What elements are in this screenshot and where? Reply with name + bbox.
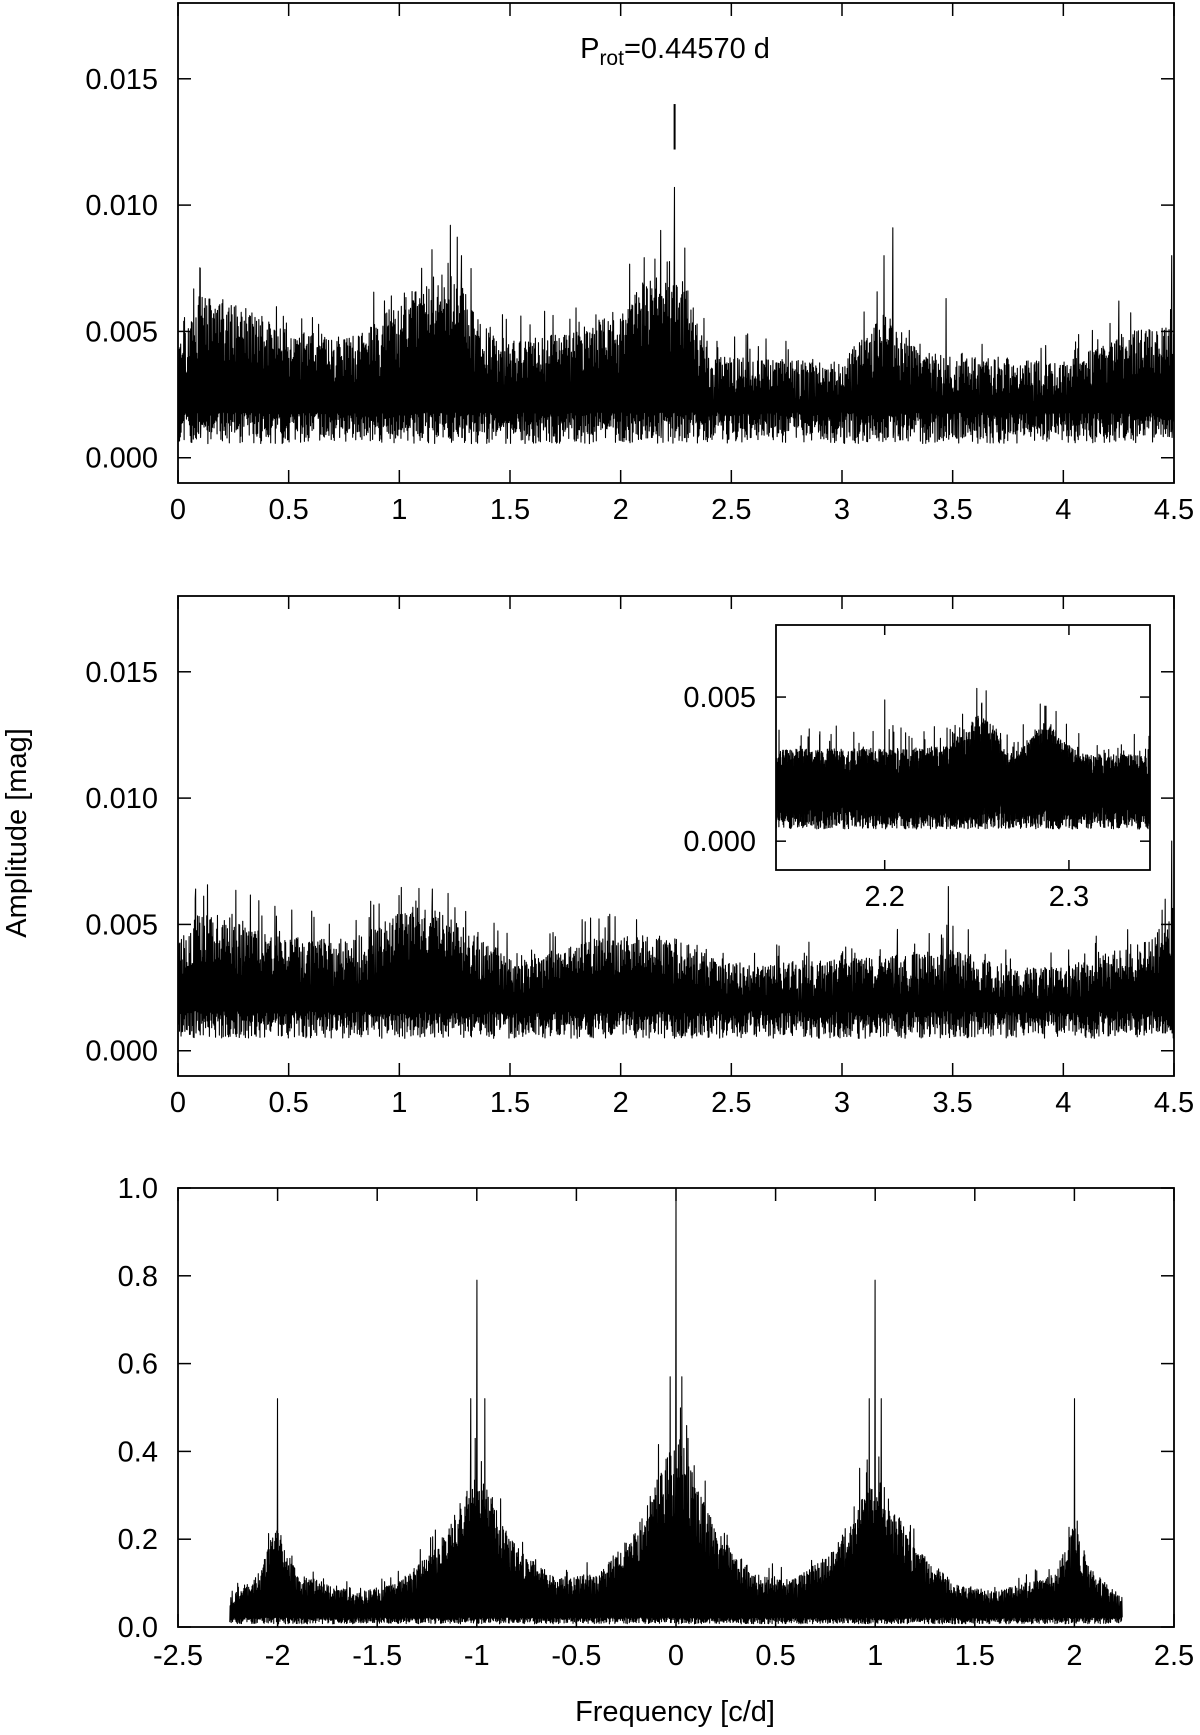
panel-top-xtick-label: 1.5 <box>490 494 530 526</box>
panel-middle-xtick-label: 0 <box>170 1087 186 1119</box>
panel-top-series-0 <box>178 186 1174 445</box>
panel-inset: 2.2 2.3 0.000 0.005 <box>683 624 1151 913</box>
panel-top-xtick-label: 0.5 <box>269 494 309 526</box>
panel-top-ytick-label: 0.015 <box>85 64 158 96</box>
annotation-rest: =0.44570 d <box>624 33 770 65</box>
panel-middle-xtick-label: 0.5 <box>269 1087 309 1119</box>
panel-middle-xtick-label: 3.5 <box>933 1087 973 1119</box>
panel-middle-xtick-label: 4 <box>1055 1087 1071 1119</box>
panel-top: 0 0.5 1 1.5 2 2.5 3 3.5 4 4.5 0.000 0.005 0.010 0.015 <box>85 2 1194 526</box>
panel-top-xtick-label: 2 <box>613 494 629 526</box>
panel-bottom-ytick-label: 0.8 <box>118 1261 158 1293</box>
panel-top-xtick-label: 3.5 <box>933 494 973 526</box>
panel-bottom-series-0 <box>229 1188 1123 1625</box>
panel-middle-ytick-label: 0.015 <box>85 657 158 689</box>
y-axis-title: Amplitude [mag] <box>1 728 33 938</box>
panel-middle-xtick-label: 4.5 <box>1154 1087 1194 1119</box>
panel-bottom-xtick-label: -1 <box>464 1640 490 1672</box>
panel-middle-xtick-label: 1 <box>391 1087 407 1119</box>
panel-middle-series-0 <box>178 840 1174 1039</box>
panel-inset-xtick-label: 2.2 <box>865 881 905 913</box>
panel-top-ytick-label: 0.010 <box>85 190 158 222</box>
panel-bottom-xtick-label: 0 <box>668 1640 684 1672</box>
panel-top-ytick-label: 0.000 <box>85 443 158 475</box>
panel-bottom-xtick-label: -2 <box>265 1640 291 1672</box>
panel-middle-ytick-label: 0.005 <box>85 909 158 941</box>
panel-bottom-xtick-label: -2.5 <box>153 1640 203 1672</box>
panel-bottom-ytick-label: 0.6 <box>118 1349 158 1381</box>
panel-bottom-ytick-label: 0.0 <box>118 1612 158 1644</box>
annotation-main: P <box>580 33 599 65</box>
panel-middle-ytick-label: 0.010 <box>85 783 158 815</box>
panel-bottom-xtick-label: 1 <box>867 1640 883 1672</box>
rotation-period-annotation: Prot=0.44570 d <box>580 33 770 70</box>
panel-bottom: -2.5 -2 -1.5 -1 -0.5 0 0.5 1 1.5 2 2.5 0.0 0.2 0.4 0.6… <box>118 1173 1194 1672</box>
panel-top-xtick-label: 1 <box>391 494 407 526</box>
panel-bottom-ytick-label: 1.0 <box>118 1173 158 1205</box>
panel-top-xtick-label: 2.5 <box>711 494 751 526</box>
panel-inset-ytick-label: 0.005 <box>683 682 756 714</box>
panel-top-xtick-label: 4.5 <box>1154 494 1194 526</box>
panel-middle: 0 0.5 1 1.5 2 2.5 3 3.5 4 4.5 0.000 0.005 0.010 0.015 <box>85 595 1194 1119</box>
panel-middle-ytick-label: 0.000 <box>85 1036 158 1068</box>
panel-top-xtick-label: 4 <box>1055 494 1071 526</box>
panel-top-ytick-label: 0.005 <box>85 316 158 348</box>
panel-inset-xtick-label: 2.3 <box>1049 881 1089 913</box>
panel-inset-series-0 <box>776 687 1150 830</box>
panel-top-xtick-label: 0 <box>170 494 186 526</box>
panel-bottom-ytick-label: 0.4 <box>118 1436 158 1468</box>
panel-bottom-ytick-label: 0.2 <box>118 1524 158 1556</box>
panel-middle-frame <box>177 595 1175 1077</box>
panel-bottom-xtick-label: 0.5 <box>755 1640 795 1672</box>
panel-middle-xtick-label: 1.5 <box>490 1087 530 1119</box>
panel-middle-xtick-label: 2.5 <box>711 1087 751 1119</box>
panel-middle-xtick-label: 3 <box>834 1087 850 1119</box>
panel-inset-ytick-label: 0.000 <box>683 826 756 858</box>
panel-top-frame <box>177 2 1175 484</box>
panel-inset-frame <box>775 624 1151 871</box>
panel-bottom-xtick-label: 2 <box>1066 1640 1082 1672</box>
panel-top-xtick-label: 3 <box>834 494 850 526</box>
panel-middle-xtick-label: 2 <box>613 1087 629 1119</box>
panel-bottom-xtick-label: 1.5 <box>955 1640 995 1672</box>
annotation-subscript: rot <box>599 47 624 70</box>
panel-bottom-xtick-label: -1.5 <box>352 1640 402 1672</box>
panel-bottom-xtick-label: 2.5 <box>1154 1640 1194 1672</box>
panel-bottom-xtick-label: -0.5 <box>551 1640 601 1672</box>
x-axis-title: Frequency [c/d] <box>575 1696 775 1728</box>
